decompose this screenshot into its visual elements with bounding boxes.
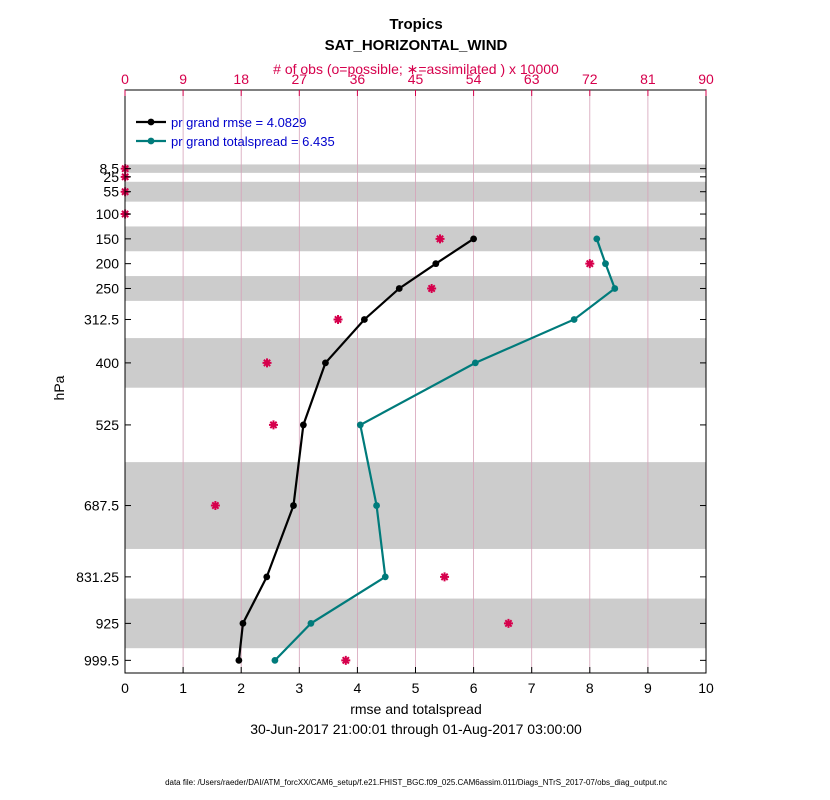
totalspread-point: [307, 619, 315, 627]
obs-dot: [587, 261, 593, 267]
top-tick-label: 45: [408, 71, 424, 87]
totalspread-point: [570, 316, 578, 323]
vertical-gridlines: [182, 90, 649, 673]
rmse-point: [432, 260, 440, 268]
obs-marker: [427, 283, 437, 293]
y-tick-label: 8.5: [100, 161, 120, 177]
data-file-footer: data file: /Users/raeder/DAI/ATM_forcXX/…: [165, 778, 667, 787]
obs-dot: [270, 422, 277, 428]
x-tick-label: 4: [354, 680, 362, 696]
totalspread-point: [471, 359, 479, 367]
obs-marker: [210, 501, 220, 511]
obs-dot: [505, 620, 512, 626]
y-tick-label: 150: [96, 231, 120, 247]
bottom-x-axis: 0 1 2 3 4 5 6 7 8 9 10: [121, 667, 714, 696]
top-tick-label: 63: [524, 71, 540, 87]
obs-dot: [335, 316, 341, 323]
y-tick-label: 999.5: [84, 652, 119, 668]
top-tick-label: 90: [698, 71, 714, 87]
rmse-line: [237, 237, 475, 661]
x-tick-label: 5: [412, 680, 420, 696]
y-tick-label: 525: [96, 417, 120, 433]
obs-marker: [435, 234, 445, 244]
x-tick-label: 3: [295, 680, 303, 696]
rmse-point: [263, 573, 271, 581]
obs-marker: [333, 314, 343, 324]
x-tick-label: 6: [470, 680, 478, 696]
rmse-point: [360, 316, 368, 323]
totalspread-point: [611, 285, 619, 292]
obs-marker: [585, 259, 595, 269]
top-axis-label: # of obs (o=possible; ∗=assimilated ) x …: [273, 61, 559, 77]
top-tick-label: 27: [292, 71, 308, 87]
totalspread-point: [373, 502, 380, 509]
x-tick-label: 1: [179, 680, 187, 696]
rmse-point: [395, 285, 403, 292]
obs-marker: [503, 618, 513, 628]
y-tick-label: 200: [96, 256, 120, 272]
date-range: 30-Jun-2017 21:00:01 through 01-Aug-2017…: [250, 721, 582, 737]
legend-marker-totalspread: [147, 137, 155, 145]
totalspread-point: [602, 260, 609, 268]
obs-dot: [343, 657, 349, 663]
y-axis-label: hPa: [51, 375, 67, 400]
chart-subtitle: SAT_HORIZONTAL_WIND: [325, 37, 508, 54]
y-tick-label: 925: [96, 615, 120, 631]
top-tick-label: 72: [582, 71, 598, 87]
obs-dot: [264, 360, 270, 366]
x-tick-label: 9: [644, 680, 652, 696]
y-tick-label: 55: [103, 184, 119, 200]
x-tick-label: 7: [528, 680, 536, 696]
obs-dot: [212, 502, 218, 509]
y-tick-label: 687.5: [84, 498, 119, 514]
y-tick-label: 312.5: [84, 311, 119, 327]
y-tick-label: 25: [103, 169, 119, 185]
totalspread-point: [381, 573, 389, 581]
rmse-point: [235, 656, 243, 664]
legend: pr grand rmse = 4.0829 pr grand totalspre…: [136, 115, 335, 149]
legend-label-rmse: pr grand rmse = 4.0829: [171, 115, 307, 130]
obs-dot: [437, 236, 443, 242]
top-tick-label: 81: [640, 71, 656, 87]
top-tick-label: 36: [350, 71, 366, 87]
rmse-point: [470, 235, 477, 243]
top-tick-label: 18: [233, 71, 249, 87]
legend-marker-rmse: [147, 118, 155, 126]
y-tick-label: 250: [96, 280, 120, 296]
chart-title: Tropics: [389, 16, 442, 33]
top-tick-label: 0: [121, 71, 129, 87]
y-tick-label: 100: [96, 206, 120, 222]
top-tick-label: 9: [179, 71, 187, 87]
legend-label-totalspread: pr grand totalspread = 6.435: [171, 134, 335, 149]
data-series: [235, 235, 619, 664]
totalspread-point: [593, 235, 601, 243]
obs-marker: [268, 420, 278, 430]
y-tick-label: 400: [96, 355, 120, 371]
obs-marker: [341, 655, 351, 665]
obs-dot: [441, 574, 448, 580]
obs-marker: [440, 572, 450, 582]
x-tick-label: 8: [586, 680, 594, 696]
rmse-point: [322, 359, 329, 367]
totalspread-point: [356, 421, 364, 429]
rmse-point: [239, 619, 247, 627]
rmse-point: [290, 502, 297, 509]
obs-marker: [262, 358, 272, 368]
x-tick-label: 0: [121, 680, 129, 696]
x-tick-label: 2: [237, 680, 245, 696]
obs-dot: [429, 285, 435, 292]
totalspread-point: [271, 656, 279, 664]
top-x-axis: 0 9 18 27 36 45 54 63 72 81 90: [121, 71, 714, 96]
rmse-point: [299, 421, 307, 429]
totalspread-line: [274, 238, 617, 662]
x-axis-label: rmse and totalspread: [350, 701, 482, 717]
top-tick-label: 54: [466, 71, 482, 87]
x-tick-label: 10: [698, 680, 714, 696]
y-tick-label: 831.25: [76, 569, 119, 585]
